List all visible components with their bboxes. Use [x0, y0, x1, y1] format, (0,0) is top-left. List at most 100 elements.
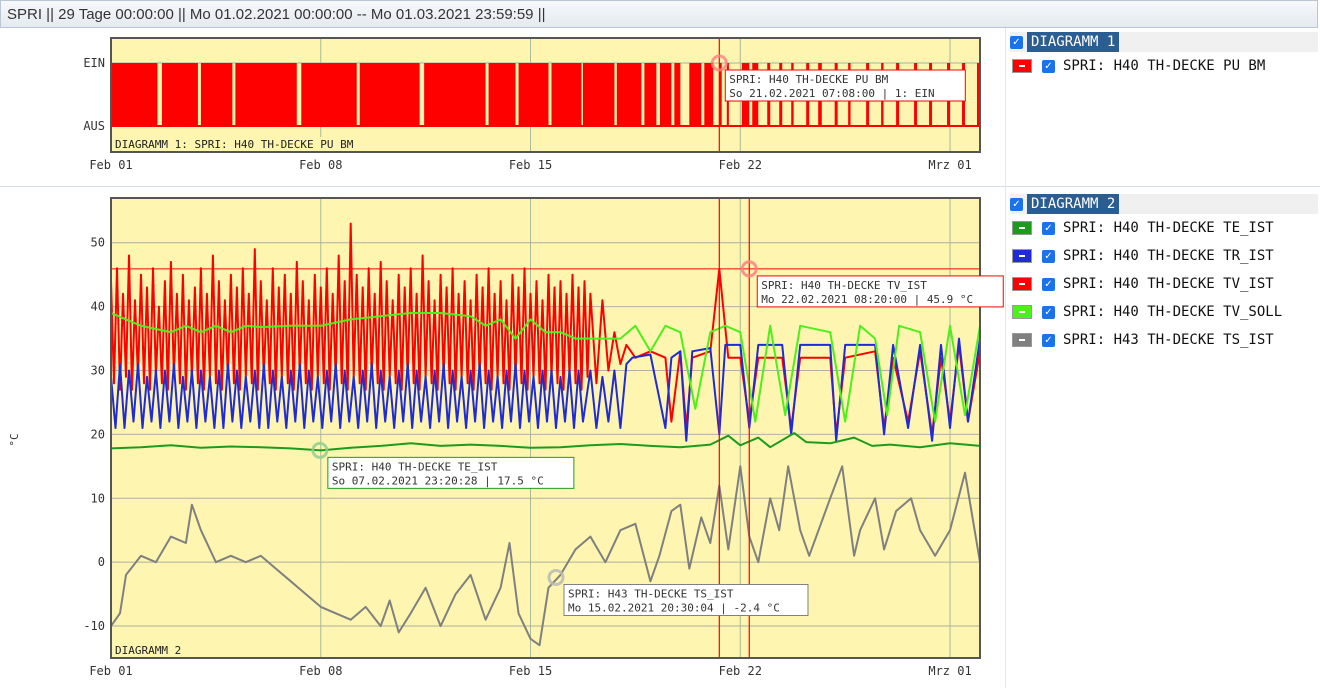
series-visibility-checkbox[interactable]: ✓	[1042, 305, 1055, 319]
diagram-2-panel: Feb 01 Feb 08 Feb 15 Feb 22 Mrz 01 -10 0 10 20 30…	[0, 188, 1005, 688]
legend-2-item[interactable]: ✓ SPRI: H40 TH-DECKE TR_IST	[1010, 242, 1318, 270]
window-title: SPRI || 29 Tage 00:00:00 || Mo 01.02.202…	[7, 6, 546, 23]
pump-on-interval	[616, 63, 642, 126]
tooltip-box	[327, 456, 575, 489]
series-color-swatch[interactable]	[1012, 333, 1032, 347]
window-title-bar: SPRI || 29 Tage 00:00:00 || Mo 01.02.202…	[0, 0, 1318, 28]
tooltip-marker	[311, 441, 329, 459]
legend-1-header: ✓ DIAGRAMM 1	[1010, 32, 1318, 52]
x-tick-label: Feb 08	[299, 664, 342, 678]
legend-1-title: DIAGRAMM 1	[1027, 32, 1120, 52]
legend-diagram-2: ✓ DIAGRAMM 2 ✓ SPRI: H40 TH-DECKE TE_IST ✓…	[1010, 194, 1318, 354]
series-line-4	[110, 312, 981, 423]
panel-label: DIAGRAMM 2	[115, 644, 181, 657]
pump-on-interval	[582, 63, 615, 126]
y-tick-label: 50	[91, 236, 105, 250]
legend-2-item[interactable]: ✓ SPRI: H40 TH-DECKE TV_IST	[1010, 270, 1318, 298]
tooltip-box	[724, 69, 966, 102]
pump-on-interval	[689, 63, 702, 126]
pump-on-interval	[719, 63, 722, 126]
legend-2-item[interactable]: ✓ SPRI: H40 TH-DECKE TV_SOLL	[1010, 298, 1318, 326]
pump-on-interval	[359, 63, 420, 126]
pump-on-interval	[235, 63, 297, 126]
series-color-swatch[interactable]	[1012, 59, 1032, 73]
pump-on-interval	[111, 63, 158, 126]
x-tick-label: Mrz 01	[928, 664, 971, 678]
y-tick-label: EIN	[83, 56, 105, 70]
legend-divider	[1005, 28, 1006, 688]
pump-on-interval	[161, 63, 198, 126]
tooltip-box	[756, 275, 1004, 308]
pump-on-interval	[301, 63, 357, 126]
series-color-swatch[interactable]	[1012, 221, 1032, 235]
panel-label-bg	[113, 137, 389, 151]
y-tick-label: -10	[83, 619, 105, 633]
legend-2-item[interactable]: ✓ SPRI: H40 TH-DECKE TE_IST	[1010, 214, 1318, 242]
x-tick-label: Feb 15	[509, 158, 552, 172]
pump-on-interval	[644, 63, 657, 126]
series-visibility-checkbox[interactable]: ✓	[1042, 221, 1055, 235]
y-tick-label: 30	[91, 364, 105, 378]
x-tick-label: Feb 08	[299, 158, 342, 172]
series-line-5	[110, 465, 981, 647]
series-label: SPRI: H40 TH-DECKE TR_IST	[1063, 248, 1274, 264]
tooltip-marker	[740, 260, 758, 278]
legend-2-header: ✓ DIAGRAMM 2	[1010, 194, 1318, 214]
diagram-1-chart[interactable]: Feb 01 Feb 08 Feb 15 Feb 22 Mrz 01 EIN AUS DIAG…	[0, 28, 1005, 186]
pump-on-interval	[659, 63, 672, 126]
series-visibility-checkbox[interactable]: ✓	[1042, 249, 1055, 263]
series-visibility-checkbox[interactable]: ✓	[1042, 59, 1055, 73]
tooltip-value: So 21.02.2021 07:08:00 | 1: EIN	[729, 87, 934, 100]
panel-label-bg	[113, 643, 191, 657]
pump-on-interval	[518, 63, 549, 126]
tooltip-value: So 07.02.2021 23:20:28 | 17.5 °C	[332, 474, 544, 487]
y-axis-label: °C	[8, 433, 21, 446]
y-tick-label: 20	[91, 427, 105, 441]
pump-on-interval	[977, 63, 980, 126]
pump-on-interval	[424, 63, 486, 126]
series-visibility-checkbox[interactable]: ✓	[1042, 333, 1055, 347]
diagram-2-chart[interactable]: Feb 01 Feb 08 Feb 15 Feb 22 Mrz 01 -10 0 10 20 30…	[0, 188, 1005, 688]
x-tick-label: Feb 01	[89, 664, 132, 678]
series-line-3	[110, 222, 981, 436]
y-tick-label: 10	[91, 491, 105, 505]
tooltip-series: SPRI: H40 TH-DECKE PU BM	[729, 73, 888, 86]
tooltip-value: Mo 22.02.2021 08:20:00 | 45.9 °C	[761, 293, 973, 306]
legend-1-checkbox[interactable]: ✓	[1010, 35, 1023, 49]
tooltip-box	[563, 584, 809, 616]
panel-divider	[0, 186, 1320, 187]
legend-1-item[interactable]: ✓ SPRI: H40 TH-DECKE PU BM	[1010, 52, 1318, 80]
series-color-swatch[interactable]	[1012, 249, 1032, 263]
tooltip-marker	[547, 569, 565, 586]
diagram-1-panel: Feb 01 Feb 08 Feb 15 Feb 22 Mrz 01 EIN AUS DIAG…	[0, 28, 1005, 186]
tooltip-marker	[710, 54, 728, 72]
series-label: SPRI: H40 TH-DECKE TV_IST	[1063, 276, 1274, 292]
y-tick-label: 40	[91, 300, 105, 314]
legend-2-item[interactable]: ✓ SPRI: H43 TH-DECKE TS_IST	[1010, 326, 1318, 354]
pump-on-interval	[704, 63, 714, 126]
tooltip-series: SPRI: H43 TH-DECKE TS_IST	[568, 588, 734, 601]
tooltip-series: SPRI: H40 TH-DECKE TE_IST	[332, 460, 498, 473]
panel-label: DIAGRAMM 1: SPRI: H40 TH-DECKE PU BM	[115, 138, 354, 151]
x-tick-label: Mrz 01	[928, 158, 971, 172]
x-tick-label: Feb 15	[509, 664, 552, 678]
series-label: SPRI: H40 TH-DECKE PU BM	[1063, 58, 1266, 74]
legend-diagram-1: ✓ DIAGRAMM 1 ✓ SPRI: H40 TH-DECKE PU BM	[1010, 32, 1318, 80]
pump-on-interval	[200, 63, 233, 126]
pump-on-interval	[488, 63, 516, 126]
x-tick-label: Feb 22	[719, 158, 762, 172]
plot-border	[110, 37, 981, 153]
series-color-swatch[interactable]	[1012, 305, 1032, 319]
pump-on-interval	[674, 63, 681, 126]
series-label: SPRI: H43 TH-DECKE TS_IST	[1063, 332, 1274, 348]
series-line-2	[110, 337, 981, 442]
x-tick-label: Feb 01	[89, 158, 132, 172]
series-color-swatch[interactable]	[1012, 277, 1032, 291]
x-tick-label: Feb 22	[719, 664, 762, 678]
legend-2-title: DIAGRAMM 2	[1027, 194, 1120, 214]
legend-2-checkbox[interactable]: ✓	[1010, 197, 1023, 211]
series-visibility-checkbox[interactable]: ✓	[1042, 277, 1055, 291]
y-tick-label: AUS	[83, 119, 105, 133]
pump-on-interval	[551, 63, 582, 126]
series-label: SPRI: H40 TH-DECKE TV_SOLL	[1063, 304, 1283, 320]
